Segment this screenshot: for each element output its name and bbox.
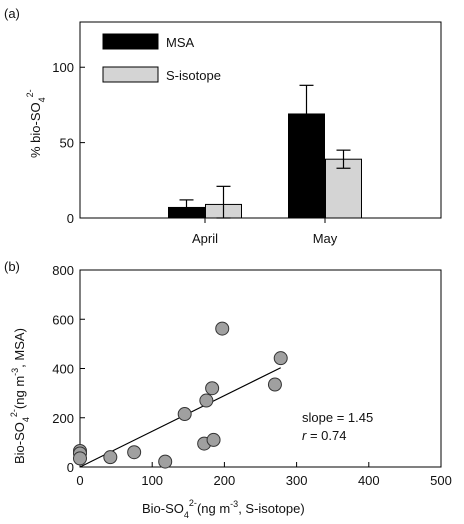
y-tick-label: 200 — [52, 411, 74, 426]
panel-b-r-annotation: r = 0.74 — [302, 428, 346, 443]
panel-a: (a) % bio-SO42- 0 50 100 April May MSA S-iso… — [4, 6, 442, 246]
x-tick-label: 300 — [286, 473, 308, 488]
panel-b-y-ticks: 0 200 400 600 800 — [52, 263, 85, 475]
scatter-point — [205, 381, 220, 396]
scatter-point — [158, 454, 173, 469]
legend-label: S-isotope — [166, 68, 221, 83]
panel-a-x-ticks: April May — [192, 218, 338, 246]
scatter-point — [103, 450, 118, 465]
scatter-point — [199, 393, 214, 408]
panel-a-y-axis-label: % bio-SO42- — [25, 89, 47, 158]
y-tick-label: 600 — [52, 312, 74, 327]
legend-swatch — [102, 66, 159, 83]
y-tick-label: 400 — [52, 362, 74, 377]
y-tick-label: 50 — [60, 136, 74, 151]
panel-b: (b) Bio-SO42-(ng m-3, MSA) Bio-SO42-(ng … — [4, 259, 452, 520]
panel-b-plot-border — [79, 269, 442, 468]
y-tick-label: 0 — [67, 460, 74, 475]
panel-a-label: (a) — [4, 6, 20, 21]
scatter-point — [267, 377, 282, 392]
scatter-point — [177, 407, 192, 422]
panel-b-x-axis-label: Bio-SO42-(ng m-3, S-isotope) — [142, 498, 305, 520]
panel-a-plot-border — [79, 21, 442, 219]
y-tick-label: 0 — [67, 211, 74, 226]
x-tick-label: 500 — [430, 473, 452, 488]
panel-b-label: (b) — [4, 259, 20, 274]
y-tick-label: 800 — [52, 263, 74, 278]
bar — [325, 158, 362, 219]
panel-b-slope-annotation: slope = 1.45 — [302, 410, 373, 425]
scatter-point — [215, 321, 230, 336]
x-tick-label: April — [192, 231, 218, 246]
panel-b-points — [73, 321, 288, 469]
scatter-point — [273, 351, 288, 366]
panel-a-y-ticks: 0 50 100 — [52, 60, 85, 226]
panel-b-y-axis-label: Bio-SO42-(ng m-3, MSA) — [9, 328, 31, 464]
legend-label: MSA — [166, 35, 195, 50]
x-tick-label: 200 — [214, 473, 236, 488]
x-tick-label: 400 — [358, 473, 380, 488]
x-tick-label: May — [313, 231, 338, 246]
bar — [168, 206, 205, 219]
panel-b-x-ticks: 0 100 200 300 400 500 — [76, 462, 452, 488]
x-tick-label: 100 — [141, 473, 163, 488]
y-tick-label: 100 — [52, 60, 74, 75]
scatter-point — [73, 451, 87, 466]
scatter-point — [206, 432, 221, 447]
panel-a-legend: MSA S-isotope — [102, 33, 221, 83]
panel-a-axis-frame — [79, 21, 442, 219]
legend-swatch — [102, 33, 159, 50]
scatter-point — [127, 445, 142, 460]
panel-a-bars — [168, 84, 362, 219]
bar — [288, 113, 325, 219]
x-tick-label: 0 — [76, 473, 83, 488]
